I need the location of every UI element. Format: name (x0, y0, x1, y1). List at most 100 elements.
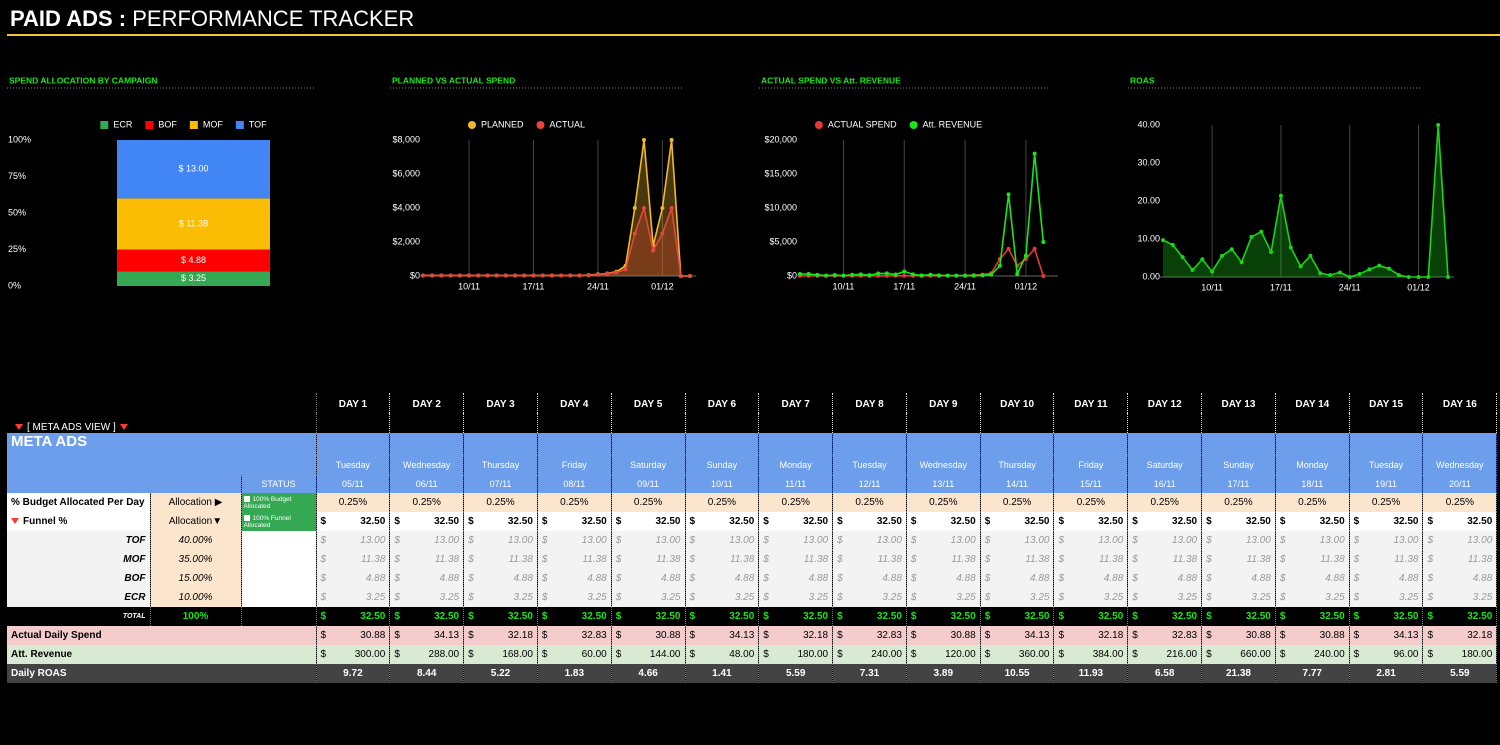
blue-cell (389, 433, 465, 455)
day-cell: $11.38 (758, 550, 834, 569)
day-cell: 4.66 (611, 664, 686, 683)
row-label: Funnel % (7, 512, 151, 531)
legend-label: TOF (249, 119, 267, 129)
currency: $ (837, 630, 843, 641)
amount: 240.00 (1314, 649, 1345, 660)
data-point (503, 273, 508, 278)
money: $30.88 (1206, 630, 1271, 641)
day-cell: $32.50 (832, 607, 907, 626)
day-cell: $11.38 (1201, 550, 1276, 569)
data-point (954, 273, 959, 278)
amount: 13.00 (950, 535, 976, 546)
currency: $ (394, 592, 400, 603)
day-cell: $4.88 (389, 569, 465, 588)
day-cell: 0.25% (685, 493, 760, 512)
money: $32.50 (468, 611, 533, 622)
currency: $ (837, 535, 843, 546)
currency: $ (468, 535, 474, 546)
y-tick-label: $4,000 (392, 202, 420, 212)
money: $32.83 (542, 630, 607, 641)
currency: $ (984, 592, 991, 603)
amount: 11.38 (951, 554, 976, 565)
currency: $ (541, 516, 548, 527)
data-point (632, 206, 637, 210)
day-cell: $34.13 (980, 626, 1055, 645)
currency: $ (1206, 554, 1212, 565)
day-cell: $11.38 (1053, 550, 1129, 569)
day-cell: 0.25% (1053, 493, 1129, 512)
money: $11.38 (763, 554, 828, 565)
dropdown-icon (119, 424, 128, 431)
amount: 4.88 (513, 573, 533, 584)
day-cell: $11.38 (316, 550, 391, 569)
table-row: TOF 40.00% $13.00 $13.00 $13.00 $13.00 $13.00 $… (7, 531, 1498, 550)
total-share: 100% (150, 607, 242, 626)
amount: 3.25 (1251, 592, 1271, 603)
data-point (928, 272, 933, 277)
data-point (421, 273, 425, 278)
money: $4.88 (763, 573, 828, 584)
day-cell: $13.00 (906, 531, 981, 550)
amount: 11.38 (1025, 554, 1050, 565)
amount: 3.25 (1103, 592, 1124, 603)
day-cell: $11.38 (389, 550, 465, 569)
day-cell: 0.25% (1349, 493, 1424, 512)
series-line (800, 247, 1045, 277)
currency: $ (541, 649, 548, 660)
campaign-share: 35.00% (150, 550, 242, 569)
data-point (430, 273, 435, 278)
currency: $ (615, 611, 622, 622)
amount: 32.50 (434, 516, 460, 527)
currency: $ (1353, 611, 1360, 622)
money: $13.00 (1132, 535, 1197, 546)
blue-cell (906, 433, 981, 455)
checkbox[interactable] (243, 495, 250, 502)
day-cell: $32.50 (1349, 512, 1424, 531)
amount: 11.38 (877, 554, 902, 565)
day-cell: $11.38 (1275, 550, 1350, 569)
money: $13.00 (394, 535, 459, 546)
day-cell: $13.00 (611, 531, 686, 550)
campaign-share: 10.00% (150, 588, 242, 607)
amount: 4.88 (365, 573, 386, 584)
amount: 3.25 (587, 592, 607, 603)
day-cell: $660.00 (1201, 645, 1276, 664)
amount: 30.88 (360, 630, 386, 641)
amount: 4.88 (587, 573, 607, 584)
title-bold: PAID ADS : (10, 6, 127, 31)
day-cell: $13.00 (1127, 531, 1203, 550)
amount: 4.88 (808, 573, 829, 584)
value-label: $ 3.25 (181, 273, 206, 283)
currency: $ (1206, 649, 1212, 660)
amount: 11.38 (1246, 554, 1271, 565)
blue-cell (1349, 433, 1424, 455)
amount: 11.38 (656, 554, 681, 565)
data-point (1161, 238, 1165, 243)
day-cell: $4.88 (1349, 569, 1424, 588)
day-cell: $11.38 (980, 550, 1055, 569)
amount: 11.38 (1467, 554, 1493, 565)
x-tick-label: 10/11 (1201, 282, 1223, 292)
currency: $ (541, 554, 548, 565)
amount: 384.00 (1092, 649, 1124, 660)
day-cell: $13.00 (980, 531, 1055, 550)
day-cell: $32.50 (758, 607, 834, 626)
data-point (980, 273, 985, 278)
day-cell: $4.88 (1127, 569, 1203, 588)
day-cell: $13.00 (1349, 531, 1424, 550)
blue-cell (1127, 433, 1203, 455)
checkbox[interactable] (243, 514, 250, 521)
blue-cell (1053, 433, 1129, 455)
amount: 11.38 (1320, 554, 1345, 565)
day-cell: $4.88 (758, 569, 834, 588)
data-point (850, 272, 855, 277)
y-tick-label: $15,000 (764, 168, 797, 178)
day-cell: $240.00 (832, 645, 907, 664)
money: $13.00 (1058, 535, 1123, 546)
blank-cell (241, 588, 317, 607)
money: $660.00 (1206, 649, 1271, 660)
data-point (1278, 193, 1283, 198)
day-cell: $32.83 (1127, 626, 1203, 645)
bar-segment (117, 140, 270, 199)
